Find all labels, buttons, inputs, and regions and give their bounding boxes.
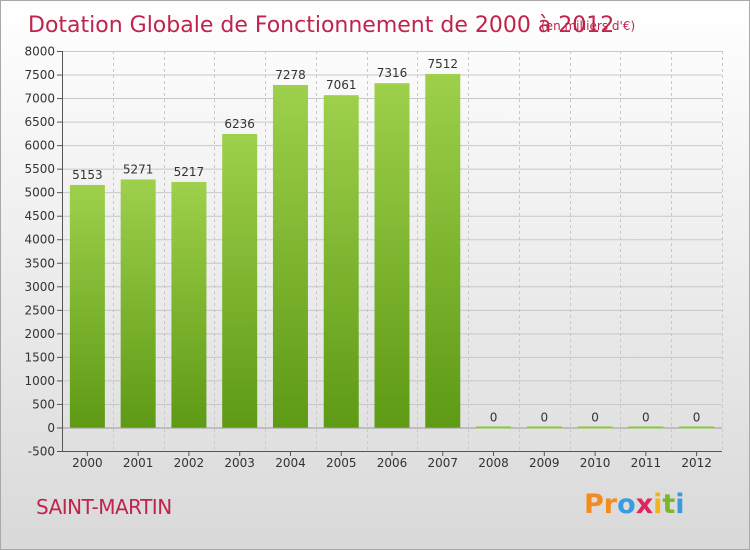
y-tick-label: 8000 [24, 45, 55, 59]
x-tick-label-2009: 2009 [529, 456, 560, 470]
x-tick-label-2005: 2005 [326, 456, 357, 470]
value-label-2008: 0 [490, 410, 498, 424]
y-tick-label: 3000 [24, 280, 55, 294]
bar-2001 [120, 179, 156, 428]
value-label-2005: 7061 [326, 78, 357, 92]
x-tick-label-2001: 2001 [123, 456, 154, 470]
logo-letter: i [653, 489, 663, 520]
y-tick-label: 7500 [24, 68, 55, 82]
bar-2010 [577, 426, 613, 429]
x-tick-label-2012: 2012 [681, 456, 712, 470]
bar-2004 [272, 84, 308, 428]
x-tick-label-2010: 2010 [580, 456, 611, 470]
bar-2008 [476, 426, 512, 429]
y-tick-label: 1000 [24, 374, 55, 388]
value-label-2009: 0 [540, 410, 548, 424]
bar-2000 [69, 184, 105, 428]
value-label-2006: 7316 [377, 66, 408, 80]
y-tick-label: 6000 [24, 139, 55, 153]
bar-2012 [679, 426, 715, 429]
bar-2007 [425, 73, 461, 428]
y-tick-label: 1500 [24, 350, 55, 364]
x-tick-label-2002: 2002 [174, 456, 205, 470]
chart-subtitle: (en milliers d'€) [541, 19, 635, 33]
x-tick-label-2000: 2000 [72, 456, 103, 470]
value-label-2003: 6236 [224, 117, 255, 131]
value-label-2007: 7512 [427, 57, 458, 71]
bar-2009 [526, 426, 562, 429]
x-tick-label-2008: 2008 [478, 456, 509, 470]
y-tick-label: 0 [47, 421, 55, 435]
bar-2002 [171, 181, 207, 428]
bar-2006 [374, 83, 410, 428]
value-label-2010: 0 [591, 410, 599, 424]
proxiti-logo: Proxiti [584, 489, 685, 520]
y-tick-label: 4000 [24, 233, 55, 247]
y-tick-label: 3500 [24, 256, 55, 270]
logo-letter: P [584, 489, 604, 520]
x-tick-label-2011: 2011 [631, 456, 662, 470]
value-label-2002: 5217 [174, 165, 205, 179]
y-tick-label: 5000 [24, 186, 55, 200]
value-label-2004: 7278 [275, 68, 306, 82]
x-tick-label-2007: 2007 [427, 456, 458, 470]
logo-letter: x [635, 489, 654, 520]
value-label-2011: 0 [642, 410, 650, 424]
y-tick-label: 5500 [24, 162, 55, 176]
x-tick-label-2004: 2004 [275, 456, 306, 470]
y-tick-label: 4500 [24, 209, 55, 223]
logo-letter: r [603, 489, 618, 520]
logo-letter: t [662, 489, 676, 520]
bar-2005 [323, 95, 359, 428]
y-tick-label: 6500 [24, 115, 55, 129]
bar-2011 [628, 426, 664, 429]
value-label-2012: 0 [693, 410, 701, 424]
logo-letter: o [617, 489, 636, 520]
value-label-2000: 5153 [72, 168, 103, 182]
logo-letter: i [675, 489, 685, 520]
x-tick-label-2003: 2003 [224, 456, 255, 470]
commune-name: SAINT-MARTIN [36, 495, 172, 519]
y-tick-label: 2000 [24, 327, 55, 341]
x-tick-label-2006: 2006 [377, 456, 408, 470]
chart-title: Dotation Globale de Fonctionnement de 20… [28, 13, 614, 38]
bar-2003 [222, 134, 258, 428]
y-tick-label: -500 [28, 445, 55, 459]
y-tick-label: 500 [32, 397, 55, 411]
y-tick-label: 2500 [24, 303, 55, 317]
value-label-2001: 5271 [123, 162, 154, 176]
y-tick-label: 7000 [24, 92, 55, 106]
